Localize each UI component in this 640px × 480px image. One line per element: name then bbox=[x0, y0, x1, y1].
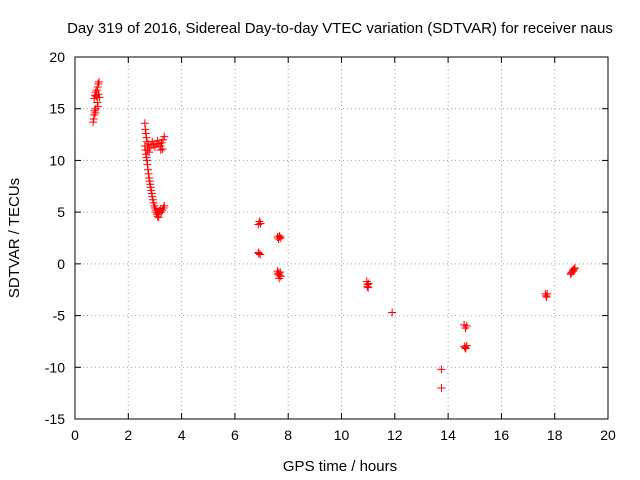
data-point bbox=[437, 365, 446, 374]
data-point bbox=[90, 110, 99, 119]
x-tick-label: 6 bbox=[231, 427, 239, 443]
x-tick-label: 0 bbox=[71, 427, 79, 443]
data-point bbox=[255, 217, 264, 226]
data-point bbox=[460, 342, 469, 351]
data-point bbox=[158, 145, 167, 154]
data-point bbox=[567, 269, 576, 278]
data-point bbox=[142, 133, 151, 142]
data-point bbox=[461, 323, 470, 332]
grid-layer bbox=[75, 57, 608, 419]
tick-layer: 0 2 4 6 8 10 12 14 16 18 20 -15 -10 -5 0 5 10 15 20 bbox=[45, 49, 616, 443]
x-tick-label: 14 bbox=[440, 427, 456, 443]
data-point bbox=[254, 249, 263, 258]
data-point bbox=[90, 106, 99, 115]
chart-title: Day 319 of 2016, Sidereal Day-to-day VTE… bbox=[67, 20, 613, 37]
data-point bbox=[93, 98, 102, 107]
data-point bbox=[437, 383, 446, 392]
data-point bbox=[93, 102, 102, 111]
data-point bbox=[144, 165, 153, 174]
y-tick-label: 0 bbox=[57, 256, 65, 272]
data-point bbox=[569, 267, 578, 276]
data-point bbox=[158, 206, 167, 215]
data-point bbox=[363, 282, 372, 291]
data-point bbox=[89, 115, 98, 124]
x-tick-label: 2 bbox=[124, 427, 132, 443]
y-tick-label: 20 bbox=[49, 49, 65, 65]
x-tick-label: 4 bbox=[178, 427, 186, 443]
data-point bbox=[461, 343, 470, 352]
data-point bbox=[462, 321, 471, 330]
data-point bbox=[156, 146, 165, 155]
data-point bbox=[150, 201, 159, 210]
y-tick-label: -10 bbox=[45, 359, 65, 375]
data-point bbox=[150, 204, 159, 213]
data-point bbox=[157, 208, 166, 217]
data-point bbox=[140, 141, 149, 150]
x-tick-label: 20 bbox=[600, 427, 616, 443]
data-point bbox=[256, 219, 265, 228]
y-tick-label: -15 bbox=[45, 411, 65, 427]
data-point bbox=[143, 146, 152, 155]
data-point bbox=[274, 270, 283, 279]
data-point bbox=[141, 129, 150, 138]
data-layer bbox=[89, 77, 579, 392]
x-tick-label: 8 bbox=[284, 427, 292, 443]
x-axis-label: GPS time / hours bbox=[283, 458, 397, 475]
data-point bbox=[92, 92, 101, 101]
data-point bbox=[155, 207, 164, 216]
data-point bbox=[388, 308, 397, 317]
y-axis-label: SDTVAR / TECUs bbox=[6, 178, 23, 298]
y-tick-label: 5 bbox=[57, 204, 65, 220]
data-point bbox=[542, 291, 551, 300]
x-tick-label: 18 bbox=[547, 427, 563, 443]
y-tick-label: 10 bbox=[49, 152, 65, 168]
data-point bbox=[91, 108, 100, 117]
data-point bbox=[141, 125, 150, 134]
y-tick-label: -5 bbox=[53, 308, 66, 324]
data-point bbox=[160, 132, 169, 141]
data-point bbox=[91, 104, 100, 113]
data-point bbox=[275, 274, 284, 283]
data-point bbox=[154, 213, 163, 222]
data-point bbox=[543, 289, 552, 298]
data-point bbox=[462, 341, 471, 350]
data-point bbox=[94, 79, 103, 88]
data-point bbox=[143, 160, 152, 169]
data-point bbox=[254, 248, 263, 257]
data-point bbox=[145, 148, 154, 157]
data-point bbox=[144, 169, 153, 178]
data-point bbox=[276, 234, 285, 242]
data-point bbox=[160, 201, 169, 210]
data-point bbox=[95, 93, 104, 102]
data-point bbox=[364, 283, 373, 292]
x-tick-label: 12 bbox=[387, 427, 403, 443]
data-point bbox=[140, 119, 149, 128]
y-tick-label: 15 bbox=[49, 101, 65, 117]
data-point bbox=[159, 204, 168, 213]
data-point bbox=[256, 250, 265, 259]
data-point bbox=[275, 231, 284, 240]
x-tick-label: 10 bbox=[334, 427, 350, 443]
x-tick-label: 16 bbox=[494, 427, 510, 443]
data-point bbox=[142, 156, 151, 165]
data-point bbox=[275, 232, 284, 241]
data-point bbox=[569, 265, 578, 274]
data-point bbox=[276, 268, 285, 277]
data-point bbox=[94, 77, 103, 86]
